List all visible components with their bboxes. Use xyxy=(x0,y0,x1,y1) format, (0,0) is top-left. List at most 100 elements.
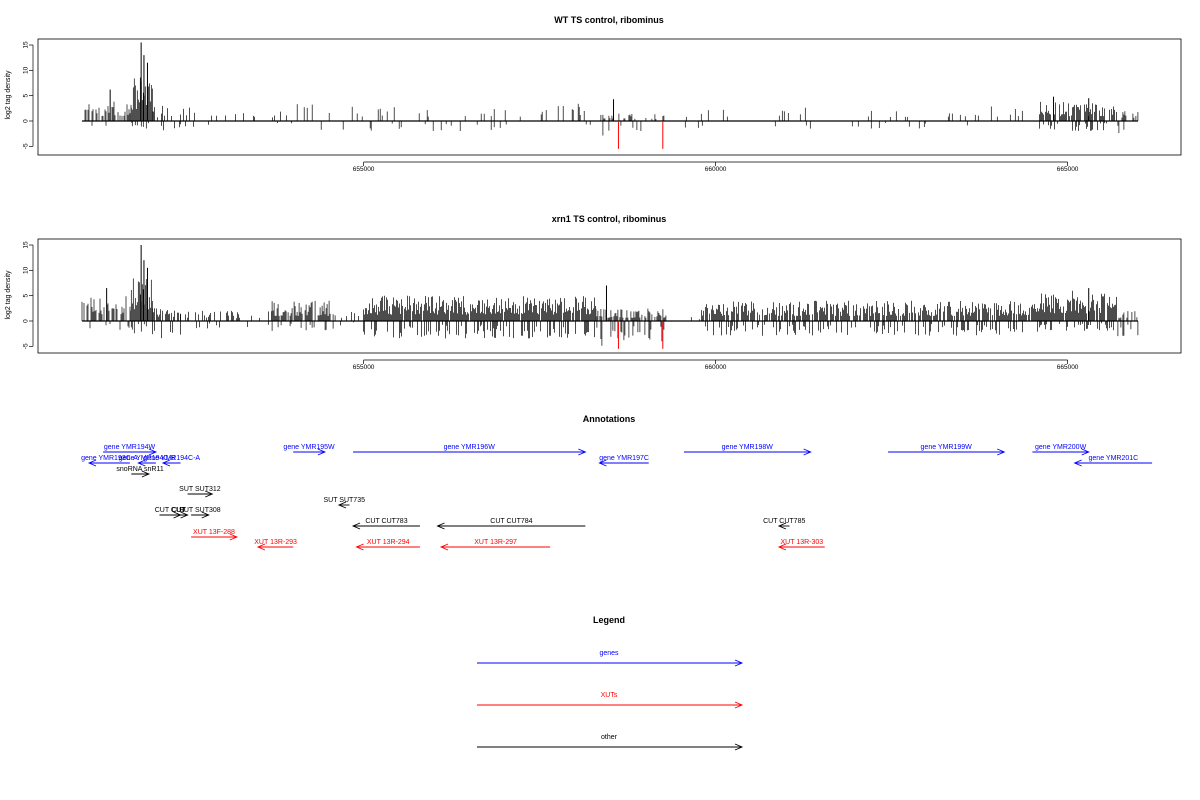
annotation-xut: XUT 13R-297 xyxy=(439,539,551,551)
annotation-other: SUT SUT312 xyxy=(179,486,221,498)
annotation-label: snoRNA snR11 xyxy=(116,466,163,473)
annotation-arrow xyxy=(353,448,587,456)
y-tick-label: 5 xyxy=(23,93,30,97)
annotation-arrow xyxy=(293,448,327,456)
annotation-label: gene YMR194W xyxy=(104,444,156,451)
annotation-gene: gene YMR194C-B xyxy=(119,455,176,467)
annotation-xut: XUT 13R-303 xyxy=(777,539,825,551)
annotation-gene: gene YMR198W xyxy=(683,444,812,456)
wt-track-x-axis: 655000 660000 665000 xyxy=(353,161,1079,173)
y-tick-label: -5 xyxy=(23,143,30,149)
annotation-arrow xyxy=(1073,459,1153,467)
wt-track-bars xyxy=(82,42,1139,149)
annotation-label: gene YMR193C-A xyxy=(81,455,138,462)
xrn1-track-x-axis: 655000 660000 665000 xyxy=(353,359,1079,371)
annotation-gene: gene YMR199W xyxy=(888,444,1006,456)
annotation-xut: XUT 13R-293 xyxy=(254,539,297,551)
annotation-label: CUT CUT xyxy=(155,507,186,514)
annotation-label: XUT 13R-293 xyxy=(254,539,297,546)
wt-track-panel: WT TS control, ribominus log2 tag densit… xyxy=(5,15,1182,173)
annotation-other: CUT CUT783 xyxy=(351,518,420,530)
annotation-label: gene YMR194C-B xyxy=(119,455,176,462)
annotation-arrow xyxy=(256,543,294,551)
wt-track-title: WT TS control, ribominus xyxy=(554,15,664,25)
annotation-label: gene YMR200W xyxy=(1035,444,1087,451)
annotation-arrow xyxy=(683,448,812,456)
annotation-other: snoRNA snR11 xyxy=(116,466,164,478)
x-tick-label: 665000 xyxy=(1057,364,1079,371)
annotation-arrow xyxy=(777,522,790,530)
annotation-label: CUT xyxy=(172,507,187,514)
annotation-label: CUT CUT785 xyxy=(763,518,805,525)
annotation-arrow xyxy=(598,459,649,467)
legend-label: other xyxy=(601,734,618,741)
wt-track-y-axis: 15 10 5 0 -5 xyxy=(23,41,34,149)
xrn1-track-title: xrn1 TS control, ribominus xyxy=(552,214,667,224)
annotations-title: Annotations xyxy=(583,414,636,424)
annotation-gene: gene YMR195W xyxy=(283,444,335,456)
annotation-other: CUT CUT785 xyxy=(763,518,805,530)
annotation-label: gene YMR197C xyxy=(599,455,649,462)
annotation-other: CUT xyxy=(170,507,189,519)
legend-arrow xyxy=(477,659,744,667)
y-tick-label: -5 xyxy=(23,343,30,349)
annotation-arrow xyxy=(191,533,239,541)
legend-arrow xyxy=(477,701,744,709)
legend-item-xut: XUTs xyxy=(477,692,744,709)
annotation-xut: XUT 13R-294 xyxy=(355,539,420,551)
annotation-arrow xyxy=(439,543,551,551)
y-tick-label: 5 xyxy=(23,293,30,297)
legend-label: XUTs xyxy=(601,692,618,699)
annotation-label: XUT 13F-288 xyxy=(193,529,235,536)
annotation-label: gene YMR198W xyxy=(722,444,774,451)
legend-arrow xyxy=(477,743,744,751)
annotation-other: SUT SUT735 xyxy=(323,497,365,509)
annotation-gene: gene YMR194C-A xyxy=(143,455,200,467)
annotation-label: XUT 13R-294 xyxy=(367,539,410,546)
annotation-gene: gene YMR193C-A xyxy=(81,455,138,467)
annotation-label: gene YMR196W xyxy=(444,444,496,451)
legend-label: genes xyxy=(599,650,619,657)
annotation-arrow xyxy=(161,459,181,467)
y-tick-label: 10 xyxy=(23,66,30,74)
annotation-gene: gene YMR201C xyxy=(1073,455,1153,467)
x-tick-label: 665000 xyxy=(1057,166,1079,173)
wt-track-ylabel: log2 tag density xyxy=(5,70,12,120)
annotation-arrow xyxy=(170,511,189,519)
annotation-gene: gene YMR194W xyxy=(103,444,158,456)
annotation-other: CUT CUT784 xyxy=(436,518,586,530)
y-tick-label: 15 xyxy=(23,241,30,249)
legend-panel: Legend genes XUTs other xyxy=(477,615,744,751)
xrn1-track-bars xyxy=(81,245,1139,349)
annotation-label: SUT SUT308 xyxy=(179,507,221,514)
xrn1-track-frame xyxy=(37,238,1182,354)
annotation-arrow xyxy=(777,543,825,551)
annotation-arrow xyxy=(191,511,210,519)
annotation-arrow xyxy=(888,448,1006,456)
annotation-gene: gene YMR196W xyxy=(353,444,587,456)
annotation-label: gene YMR195W xyxy=(283,444,335,451)
annotation-arrow xyxy=(355,543,420,551)
wt-track-frame xyxy=(37,38,1182,156)
y-tick-label: 0 xyxy=(23,119,30,123)
annotation-label: XUT 13R-297 xyxy=(474,539,517,546)
annotation-arrow xyxy=(131,470,151,478)
annotation-label: gene YMR201C xyxy=(1089,455,1139,462)
annotation-label: gene YMR194C-A xyxy=(143,455,200,462)
y-tick-label: 0 xyxy=(23,319,30,323)
annotation-label: gene YMR199W xyxy=(921,444,973,451)
annotation-label: SUT SUT735 xyxy=(323,497,365,504)
annotation-label: CUT CUT784 xyxy=(490,518,532,525)
xrn1-track-y-axis: 15 10 5 0 -5 xyxy=(23,241,34,349)
annotation-other: SUT SUT308 xyxy=(179,507,221,519)
annotation-arrow xyxy=(87,459,130,467)
x-tick-label: 655000 xyxy=(353,364,375,371)
x-tick-label: 655000 xyxy=(353,166,375,173)
annotation-arrow xyxy=(103,448,158,456)
annotation-gene: gene YMR197C xyxy=(598,455,649,467)
annotation-xut: XUT 13F-288 xyxy=(191,529,239,541)
annotation-arrow xyxy=(351,522,420,530)
